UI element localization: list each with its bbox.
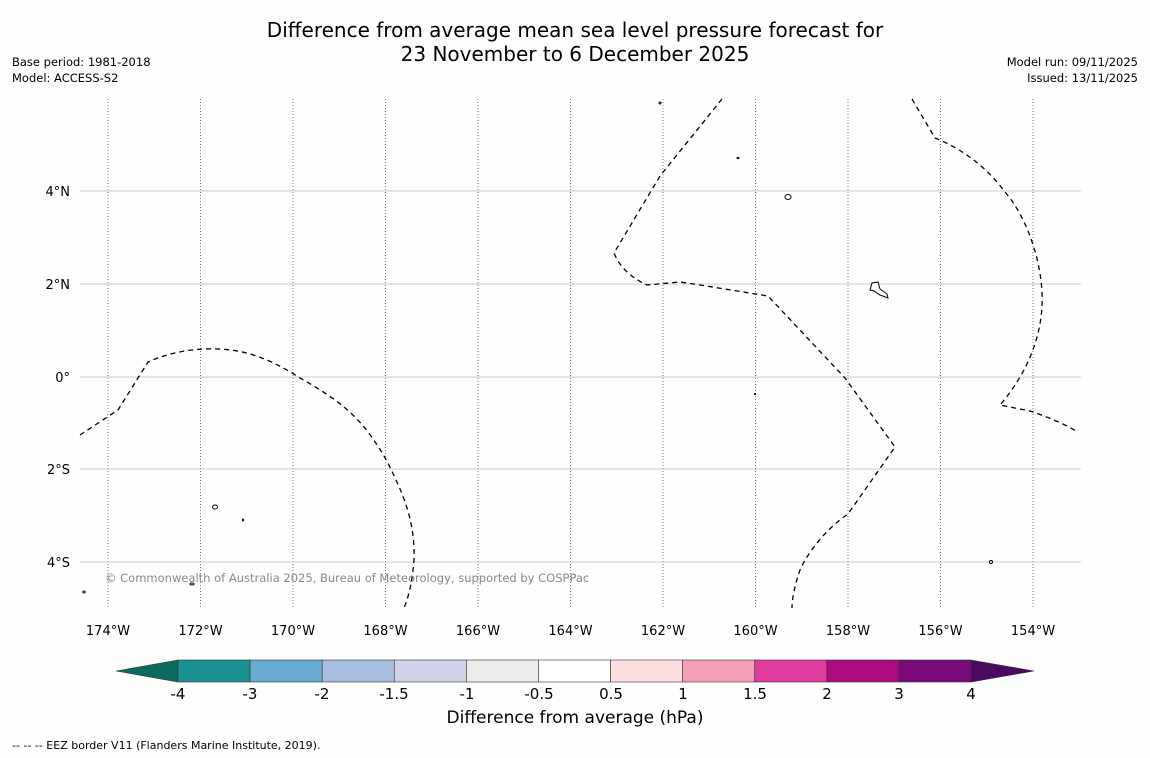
island-shape <box>989 560 993 564</box>
lon-label: 164°W <box>548 624 592 639</box>
lon-label: 158°W <box>826 624 870 639</box>
map-title: Difference from average mean sea level p… <box>0 18 1150 66</box>
lon-label: 160°W <box>733 624 777 639</box>
colorbar-tick-label: -0.5 <box>524 685 553 703</box>
colorbar-segment <box>177 659 251 683</box>
colorbar-segment <box>466 659 539 683</box>
colorbar-tick-label: -3 <box>243 685 258 703</box>
colorbar-segment <box>538 659 611 683</box>
colorbar-tick-label: -4 <box>171 685 186 703</box>
lat-label: 2°N <box>46 278 71 293</box>
colorbar-tick-label: -1.5 <box>379 685 408 703</box>
lon-label: 168°W <box>363 624 407 639</box>
island-shape <box>82 590 86 594</box>
title-line-2: 23 November to 6 December 2025 <box>400 42 750 66</box>
island-shape <box>658 101 662 105</box>
colorbar-tick-label: 1 <box>678 685 688 703</box>
copyright-credit: © Commonwealth of Australia 2025, Bureau… <box>105 571 590 585</box>
colorbar-segment <box>393 659 467 683</box>
colorbar-tick-label: -2 <box>315 685 330 703</box>
lon-label: 162°W <box>641 624 685 639</box>
colorbar-segment <box>249 659 323 683</box>
island-shape <box>753 392 757 396</box>
colorbar-segment <box>826 659 900 683</box>
model-run-text: Model run: 09/11/2025 <box>1006 55 1138 69</box>
colorbar-segment <box>898 659 972 683</box>
lon-label: 154°W <box>1011 624 1055 639</box>
colorbar-segment <box>321 659 395 683</box>
colorbar-tick-label: -1 <box>460 685 475 703</box>
lon-label: 166°W <box>456 624 500 639</box>
lat-label: 4°S <box>47 556 70 571</box>
eez-footnote: -- -- -- EEZ border V11 (Flanders Marine… <box>12 739 321 752</box>
island-shape <box>212 504 218 510</box>
colorbar-title: Difference from average (hPa) <box>446 708 704 728</box>
meta-right: Model run: 09/11/2025 Issued: 13/11/2025 <box>1007 54 1138 86</box>
colorbar-segment <box>682 659 756 683</box>
island-kiritimati <box>869 281 889 299</box>
title-line-1: Difference from average mean sea level p… <box>266 18 884 42</box>
eez-border-line-islands-west <box>613 98 896 609</box>
colorbar-tick-label: 0.5 <box>599 685 623 703</box>
eez-border-line-islands-east <box>911 98 1077 432</box>
lon-label: 174°W <box>86 624 130 639</box>
base-period-text: Base period: 1981-2018 <box>12 55 151 69</box>
lat-label: 0° <box>55 371 70 386</box>
lat-label: 4°N <box>46 185 71 200</box>
colorbar: -4 -3 -2 -1.5 -1 -0.5 0.5 1 1.5 2 3 4 <box>115 659 1035 703</box>
island-shape <box>784 194 792 200</box>
island-shape <box>189 582 195 586</box>
island-shape <box>241 518 245 522</box>
eez-border-kiribati-gilberts <box>79 348 415 609</box>
meridian-gridlines <box>107 99 1034 608</box>
colorbar-high-extend <box>970 659 1035 683</box>
colorbar-segment <box>610 659 683 683</box>
colorbar-tick-label: 4 <box>966 685 976 703</box>
longitude-labels: 174°W 172°W 170°W 168°W 166°W 164°W 162°… <box>86 624 1055 639</box>
issued-text: Issued: 13/11/2025 <box>1027 71 1138 85</box>
parallel-gridlines <box>80 190 1081 563</box>
lat-label: 2°S <box>47 463 70 478</box>
colorbar-low-extend <box>115 659 179 683</box>
lon-label: 170°W <box>271 624 315 639</box>
islands <box>82 101 993 594</box>
model-text: Model: ACCESS-S2 <box>12 71 119 85</box>
eez-borders <box>79 98 1077 609</box>
colorbar-tick-label: 3 <box>894 685 904 703</box>
island-shape <box>736 156 740 160</box>
colorbar-segment <box>754 659 828 683</box>
meta-left: Base period: 1981-2018 Model: ACCESS-S2 <box>12 54 151 86</box>
colorbar-tick-label: 2 <box>822 685 832 703</box>
latitude-labels: 4°N 2°N 0° 2°S 4°S <box>46 185 71 571</box>
colorbar-tick-label: 1.5 <box>743 685 767 703</box>
lon-label: 172°W <box>178 624 222 639</box>
lon-label: 156°W <box>918 624 962 639</box>
